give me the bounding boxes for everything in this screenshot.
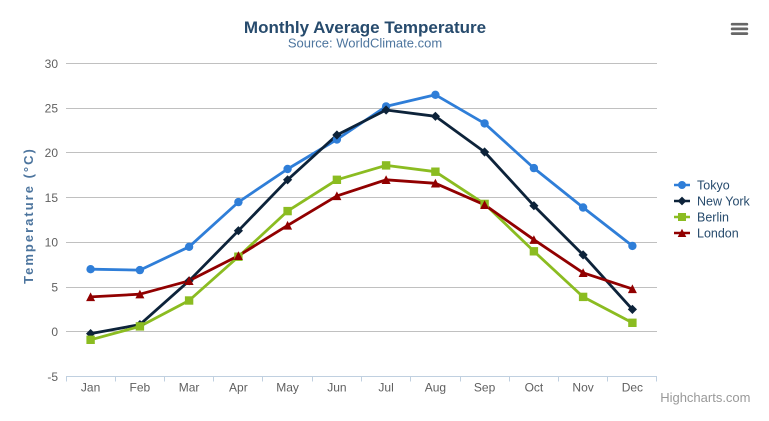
svg-text:30: 30 xyxy=(45,57,59,71)
svg-text:Aug: Aug xyxy=(425,381,446,395)
svg-text:10: 10 xyxy=(45,236,59,250)
svg-text:Source: WorldClimate.com: Source: WorldClimate.com xyxy=(288,36,442,51)
svg-text:Sep: Sep xyxy=(474,381,496,395)
svg-text:15: 15 xyxy=(45,191,59,205)
svg-text:20: 20 xyxy=(45,146,59,160)
svg-text:0: 0 xyxy=(51,325,58,339)
svg-text:Monthly Average Temperature: Monthly Average Temperature xyxy=(244,18,486,37)
svg-text:London: London xyxy=(697,226,739,240)
svg-text:Oct: Oct xyxy=(525,381,544,395)
svg-text:Apr: Apr xyxy=(229,381,248,395)
svg-text:Mar: Mar xyxy=(179,381,200,395)
svg-text:Highcharts.com: Highcharts.com xyxy=(660,390,750,405)
svg-text:Jun: Jun xyxy=(327,381,346,395)
svg-text:New York: New York xyxy=(697,194,751,208)
svg-text:Feb: Feb xyxy=(130,381,151,395)
svg-text:Jul: Jul xyxy=(378,381,393,395)
svg-text:5: 5 xyxy=(51,280,58,294)
svg-text:Tokyo: Tokyo xyxy=(697,178,730,192)
svg-text:Dec: Dec xyxy=(622,381,643,395)
svg-text:Nov: Nov xyxy=(572,381,593,395)
svg-text:Berlin: Berlin xyxy=(697,210,729,224)
svg-text:Jan: Jan xyxy=(81,381,100,395)
svg-text:May: May xyxy=(276,381,299,395)
svg-text:Temperature (°C): Temperature (°C) xyxy=(21,147,36,284)
svg-text:-5: -5 xyxy=(47,370,58,384)
svg-text:25: 25 xyxy=(45,102,59,116)
